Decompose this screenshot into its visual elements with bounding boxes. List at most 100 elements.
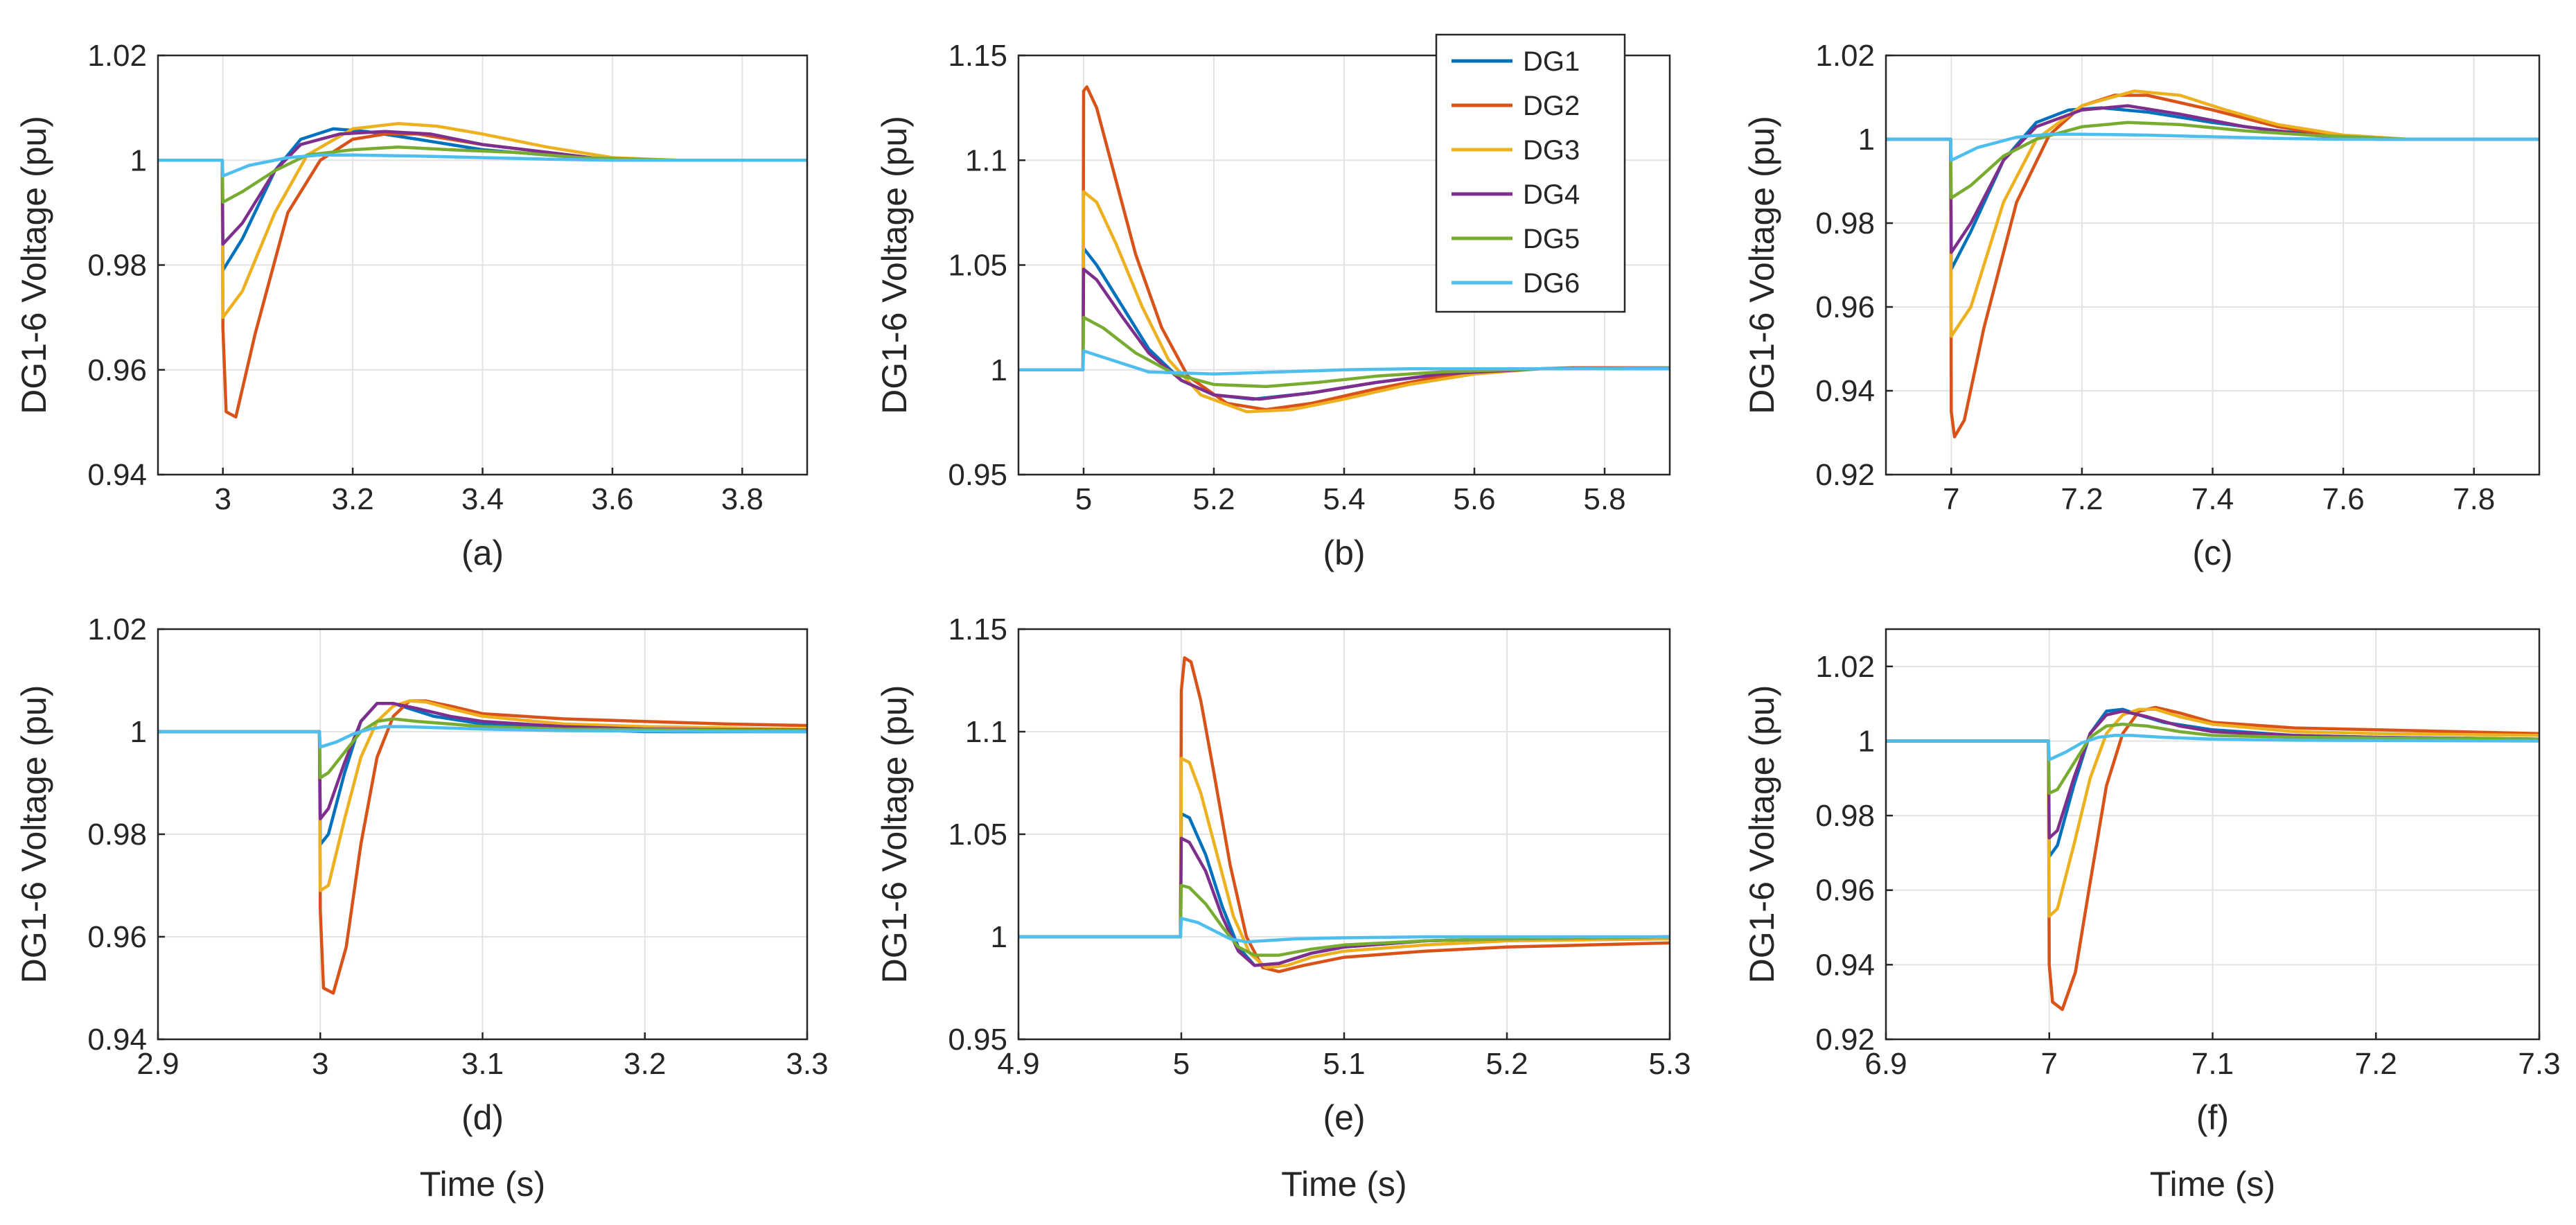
x-tick-label: 5 <box>1173 1047 1190 1081</box>
x-tick-label: 7.2 <box>2355 1047 2397 1081</box>
axes-frame <box>1885 628 2541 1041</box>
series-line-dg5 <box>1018 315 1670 389</box>
x-tick-label: 5.2 <box>1485 1047 1528 1081</box>
series-line-dg6 <box>158 153 807 178</box>
y-tick-label: 1 <box>1858 724 1875 758</box>
series-line-dg5 <box>158 717 807 779</box>
series-line-dg2 <box>158 699 807 995</box>
series-line-dg3 <box>158 122 807 319</box>
x-tick-label: 7.1 <box>2191 1047 2234 1081</box>
y-tick-label: 0.94 <box>87 458 147 492</box>
y-tick-label: 0.92 <box>1815 458 1875 492</box>
x-tick-label: 7.6 <box>2322 482 2365 516</box>
x-tick-label: 3 <box>214 482 231 516</box>
y-axis-label: DG1-6 Voltage (pu) <box>875 685 914 984</box>
y-tick-label: 0.95 <box>948 458 1007 492</box>
x-tick-label: 3.3 <box>786 1047 828 1081</box>
legend-label-dg2: DG2 <box>1523 91 1580 121</box>
x-tick-label: 5.4 <box>1323 482 1365 516</box>
series-line-dg6 <box>1018 917 1670 944</box>
x-tick-label: 2.9 <box>136 1047 179 1081</box>
y-tick-label: 0.96 <box>87 920 147 954</box>
x-tick-label: 5.1 <box>1323 1047 1365 1081</box>
series-line-dg2 <box>1886 94 2539 439</box>
panel-caption: (b) <box>1323 534 1365 572</box>
panel-d: 2.9 3 3.1 3.2 3.3 0.94 0.96 0.98 1 1.02 DG1-6 Volt… <box>15 612 829 1204</box>
series-group <box>158 699 807 995</box>
x-tick-label: 3 <box>312 1047 328 1081</box>
series-line-dg5 <box>158 146 807 204</box>
series-line-dg4 <box>1886 710 2539 840</box>
panel-e: 4.9 5 5.1 5.2 5.3 0.95 1 1.05 1.1 1.15 DG1-6 Volta… <box>875 612 1691 1204</box>
y-tick-label: 1.05 <box>948 249 1007 283</box>
y-tick-label: 0.98 <box>87 249 147 283</box>
series-line-dg3 <box>158 699 807 892</box>
y-tick-label: 0.96 <box>1815 874 1875 908</box>
y-tick-label: 1 <box>1858 123 1875 157</box>
series-group <box>1886 89 2539 439</box>
x-tick-label: 7.4 <box>2191 482 2234 516</box>
y-tick-label: 1.02 <box>87 39 147 73</box>
series-group <box>1018 85 1670 414</box>
y-tick-label: 0.92 <box>1815 1023 1875 1057</box>
y-tick-label: 0.98 <box>87 818 147 852</box>
x-tick-label: 5.3 <box>1648 1047 1691 1081</box>
axes-frame <box>157 54 809 476</box>
legend-label-dg5: DG5 <box>1523 224 1580 254</box>
series-line-dg3 <box>1018 190 1670 414</box>
x-tick-label: 3.2 <box>624 1047 666 1081</box>
series-line-dg4 <box>158 702 807 821</box>
x-tick-label: 3.2 <box>332 482 374 516</box>
legend-label-dg4: DG4 <box>1523 179 1580 210</box>
axes-frame <box>1017 628 1671 1041</box>
series-line-dg6 <box>1886 132 2539 162</box>
x-tick-label: 3.1 <box>461 1047 504 1081</box>
series-line-dg6 <box>1886 734 2539 761</box>
x-tick-label: 7 <box>1943 482 1959 516</box>
y-tick-label: 0.94 <box>1815 948 1875 982</box>
series-group <box>1018 656 1670 973</box>
x-tick-label: 5.6 <box>1453 482 1495 516</box>
legend-label-dg6: DG6 <box>1523 268 1580 299</box>
x-tick-label: 7.2 <box>2061 482 2103 516</box>
y-tick-label: 1 <box>991 920 1007 954</box>
y-tick-label: 1 <box>991 353 1007 387</box>
y-tick-label: 0.98 <box>1815 799 1875 833</box>
axes-frame <box>1885 54 2541 476</box>
axes-frame <box>1017 54 1671 476</box>
panel-caption: (a) <box>461 534 504 572</box>
series-line-dg2 <box>1886 705 2539 1012</box>
x-tick-label: 3.4 <box>461 482 504 516</box>
y-tick-label: 1.05 <box>948 818 1007 852</box>
y-tick-label: 1 <box>130 143 147 177</box>
x-tick-label: 5.8 <box>1583 482 1625 516</box>
y-tick-label: 1.02 <box>87 612 147 646</box>
panel-a: 3 3.2 3.4 3.6 3.8 0.94 0.96 0.98 1 1.02 DG1-6 Volt… <box>15 39 809 572</box>
panel-b: 5 5.2 5.4 5.6 5.8 0.95 1 1.05 1.1 1.15 DG1-6 Volta… <box>875 33 1671 572</box>
series-line-dg5 <box>1886 722 2539 795</box>
y-tick-label: 0.96 <box>1815 290 1875 324</box>
series-line-dg6 <box>1018 349 1670 376</box>
series-line-dg2 <box>1018 656 1670 973</box>
y-tick-label: 0.95 <box>948 1023 1007 1057</box>
x-tick-label: 7.8 <box>2453 482 2495 516</box>
x-axis-label: Time (s) <box>2150 1165 2275 1204</box>
x-tick-label: 3.6 <box>591 482 633 516</box>
x-tick-label: 5.2 <box>1192 482 1235 516</box>
y-tick-label: 1.15 <box>948 612 1007 646</box>
x-tick-label: 7 <box>2041 1047 2058 1081</box>
legend-label-dg3: DG3 <box>1523 135 1580 166</box>
panel-c: 7 7.2 7.4 7.6 7.8 0.92 0.94 0.96 0.98 1 1.02 DG1-6 … <box>1743 39 2541 572</box>
y-tick-label: 1.1 <box>965 715 1007 749</box>
x-axis-label: Time (s) <box>1281 1165 1406 1204</box>
panel-caption: (c) <box>2192 534 2232 572</box>
y-tick-label: 0.94 <box>87 1023 147 1057</box>
axes-frame <box>157 628 809 1041</box>
series-line-dg4 <box>1018 267 1670 401</box>
legend: DG1 DG2 DG3 DG4 DG5 DG6 <box>1435 33 1626 313</box>
y-tick-label: 0.98 <box>1815 206 1875 240</box>
y-tick-label: 1.1 <box>965 143 1007 177</box>
y-axis-label: DG1-6 Voltage (pu) <box>1743 116 1781 414</box>
y-axis-label: DG1-6 Voltage (pu) <box>15 685 53 984</box>
y-axis-label: DG1-6 Voltage (pu) <box>1743 685 1781 984</box>
